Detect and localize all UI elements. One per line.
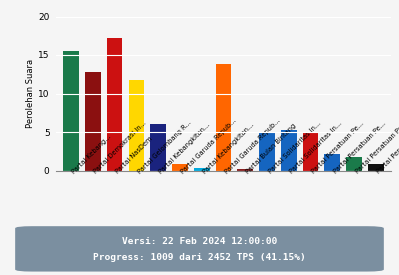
Bar xyxy=(324,153,340,170)
Text: Progress: 1009 dari 2452 TPS (41.15%): Progress: 1009 dari 2452 TPS (41.15%) xyxy=(93,254,306,262)
Bar xyxy=(303,132,318,170)
FancyBboxPatch shape xyxy=(15,226,384,272)
Bar xyxy=(259,132,275,170)
Bar xyxy=(107,38,122,170)
Bar xyxy=(63,51,79,170)
Bar xyxy=(346,157,362,170)
Bar xyxy=(128,80,144,170)
Bar xyxy=(150,124,166,170)
Bar xyxy=(172,164,188,170)
Bar xyxy=(85,72,101,170)
Bar xyxy=(215,64,231,170)
Text: Versi: 22 Feb 2024 12:00:00: Versi: 22 Feb 2024 12:00:00 xyxy=(122,237,277,246)
Bar xyxy=(194,168,209,170)
Bar xyxy=(281,130,296,170)
Bar xyxy=(237,169,253,170)
Bar xyxy=(368,164,383,170)
Y-axis label: Perolehan Suara: Perolehan Suara xyxy=(26,59,36,128)
